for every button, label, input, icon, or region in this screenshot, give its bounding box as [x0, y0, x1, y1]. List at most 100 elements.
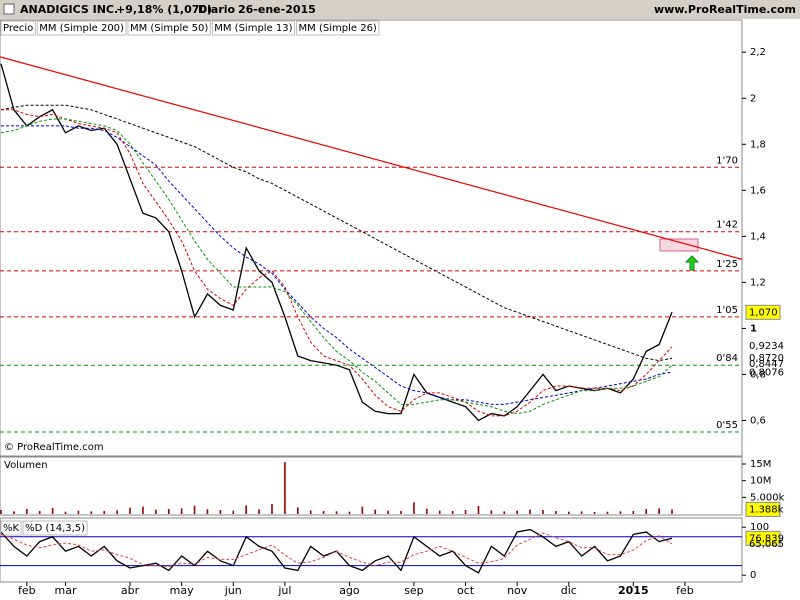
volume-bar	[413, 502, 415, 514]
indicator-line	[1, 109, 673, 417]
y-tick-label: 1,2	[750, 277, 766, 288]
volume-bar	[477, 506, 480, 514]
volume-bar	[632, 511, 635, 514]
volume-bar	[284, 462, 286, 514]
volume-bar	[271, 504, 273, 514]
volume-bar	[374, 509, 377, 514]
volume-bar	[206, 509, 209, 514]
volume-bar	[245, 505, 247, 514]
legend-box	[22, 520, 88, 536]
volume-bar	[13, 511, 15, 514]
period: Diario	[198, 3, 236, 16]
x-tick-label: dic	[561, 584, 577, 597]
main-line	[0, 63, 673, 422]
volume-bar	[335, 511, 338, 514]
x-tick-label: sep	[404, 584, 423, 597]
site: www.ProRealTime.com	[654, 3, 796, 16]
volume-bar	[426, 508, 428, 514]
volume-bar	[671, 509, 673, 514]
y-tick-label: 2,2	[750, 47, 766, 58]
volume-bar	[361, 506, 364, 514]
volume-bar	[645, 509, 648, 514]
legend-box	[0, 520, 22, 536]
legend-entry: MM (Simple 26)	[299, 23, 377, 34]
symbol: ANADIGICS INC.	[20, 3, 118, 16]
menu-icon[interactable]	[3, 3, 15, 15]
volume-bar	[26, 509, 28, 514]
legend-entry: MM (Simple 200)	[39, 23, 124, 34]
legend-entry: %K	[3, 523, 20, 534]
volume-bar	[142, 506, 144, 514]
y-tick-label: 5.000k	[750, 492, 785, 503]
panel-title: Volumen	[4, 460, 48, 471]
volume-bar	[38, 511, 41, 514]
volume-bar	[258, 509, 260, 514]
last-value-label: 0,9234	[749, 341, 784, 352]
indicator-line	[1, 125, 673, 405]
last-value-box	[745, 501, 781, 517]
y-tick-label: 100	[750, 522, 769, 533]
volume-bar	[77, 510, 80, 514]
volume-bar	[155, 509, 157, 514]
level-label: 0'84	[716, 353, 738, 364]
x-tick-label: 2015	[618, 584, 649, 597]
y-tick-label: 0,8	[750, 369, 766, 380]
legend-box	[127, 20, 211, 36]
y-tick-label: 2	[750, 93, 756, 104]
volume-bar	[116, 510, 118, 514]
y-tick-label: 0	[750, 570, 756, 581]
legend-box	[0, 20, 36, 36]
volume-bar	[451, 511, 454, 514]
x-tick-label: oct	[457, 584, 475, 597]
volume-bar	[464, 510, 467, 514]
volume-bar	[542, 510, 544, 514]
volume-bar	[322, 511, 325, 514]
x-tick-label: ago	[339, 584, 360, 597]
level-label: 1'42	[716, 220, 738, 231]
last-value-label: 0,8720	[749, 353, 784, 364]
volume-bar	[555, 511, 557, 514]
level-label: 1'05	[716, 305, 738, 316]
volume-bar	[129, 507, 131, 514]
volume-bar	[232, 510, 235, 514]
volume-bar	[580, 511, 583, 514]
last-value-label: 76,839	[749, 533, 784, 544]
y-tick-label: 1,4	[750, 231, 766, 242]
legend-box	[296, 20, 380, 36]
x-tick-label: mar	[55, 584, 77, 597]
volume-bar	[567, 511, 570, 514]
volume-bar	[219, 510, 222, 514]
last-value-label: 0,8076	[749, 368, 784, 379]
volume-bar	[64, 511, 67, 514]
x-tick-label: abr	[121, 584, 140, 597]
y-tick-label: 10M	[750, 476, 771, 487]
volume-bar	[387, 510, 389, 514]
volume-panel	[0, 456, 743, 516]
volume-bar	[309, 510, 312, 514]
legend-entry: MM (Simple 13)	[214, 23, 292, 34]
volume-bar	[167, 509, 170, 514]
x-tick-label: jun	[224, 584, 242, 597]
y-tick-label: 1	[750, 323, 757, 334]
volume-bar	[529, 509, 531, 514]
y-tick-label: 0,6	[750, 415, 766, 426]
last-value-box	[745, 304, 781, 320]
volume-bar	[51, 508, 54, 514]
volume-bar	[297, 507, 299, 514]
target-zone	[659, 238, 699, 252]
copyright: © ProRealTime.com	[4, 442, 104, 453]
volume-bar	[348, 511, 351, 514]
volume-bar	[606, 511, 609, 514]
change: +9,18% (1,070)	[116, 3, 212, 16]
volume-bar	[516, 510, 518, 514]
volume-bar	[193, 505, 196, 514]
level-label: 1'70	[716, 155, 738, 166]
volume-bar	[490, 510, 493, 514]
title-bar	[0, 0, 800, 19]
last-value-label: 65,065	[749, 539, 784, 550]
volume-bar	[619, 511, 622, 514]
y-tick-label: 1,8	[750, 139, 766, 150]
legend-entry: Precio	[3, 23, 33, 34]
volume-bar	[103, 511, 106, 514]
